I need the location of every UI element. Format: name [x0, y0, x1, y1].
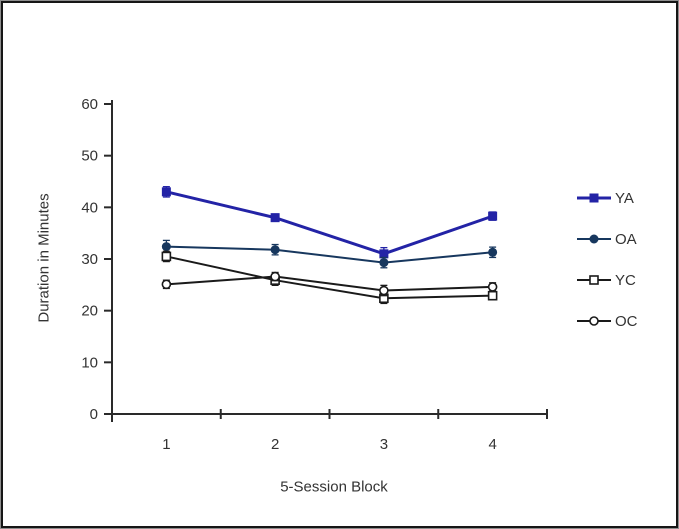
series-line-yc	[166, 255, 493, 300]
data-point-yc	[487, 290, 498, 301]
x-axis-title: 5-Session Block	[280, 478, 388, 496]
legend-marker-icon-yc	[577, 275, 611, 285]
chart-legend: YA OA YC OC	[576, 186, 638, 333]
legend-label-oa: OA	[615, 230, 637, 248]
y-axis-tick-label: 10	[81, 354, 98, 371]
legend-item-oc: OC	[576, 309, 638, 333]
data-point-ya	[379, 249, 389, 259]
y-axis-tick-label: 0	[90, 406, 98, 423]
legend-label-ya: YA	[615, 189, 634, 207]
legend-item-yc: YC	[576, 268, 638, 292]
data-point-oc	[270, 271, 280, 282]
y-axis-tick-label: 60	[81, 96, 98, 113]
series-line-ya	[166, 190, 494, 256]
y-axis-tick-label: 30	[81, 251, 98, 268]
series-line-oa	[166, 245, 493, 264]
data-point-oa	[379, 258, 389, 268]
data-point-oc	[379, 285, 389, 296]
legend-marker-ya	[589, 193, 599, 203]
y-axis-title: Duration in Minutes	[35, 193, 53, 323]
data-point-ya	[161, 187, 171, 197]
x-axis-tick-label: 2	[271, 436, 279, 453]
legend-label-oc: OC	[615, 312, 638, 330]
legend-marker-icon-oc	[577, 316, 611, 326]
legend-marker-oa	[589, 234, 599, 244]
legend-item-ya: YA	[576, 186, 638, 210]
y-axis-tick-label: 50	[81, 148, 98, 165]
legend-marker-icon-oa	[577, 234, 611, 244]
data-point-oc	[161, 279, 172, 290]
x-axis-tick-label: 4	[488, 436, 496, 453]
data-point-ya	[270, 213, 280, 223]
x-axis-tick-label: 3	[380, 436, 388, 453]
legend-label-yc: YC	[615, 271, 636, 289]
legend-item-oa: OA	[576, 227, 638, 251]
data-point-yc	[161, 251, 172, 262]
x-axis-tick-label: 1	[162, 436, 170, 453]
data-point-oa	[270, 245, 280, 255]
legend-marker-icon-ya	[577, 193, 611, 203]
data-point-oa	[488, 247, 498, 257]
data-point-oc	[487, 282, 498, 292]
data-point-ya	[488, 211, 498, 221]
data-point-oa	[161, 242, 171, 252]
legend-marker-yc	[589, 275, 599, 285]
y-axis-tick-label: 40	[81, 199, 98, 216]
series-line-oc	[166, 275, 493, 292]
legend-marker-oc	[589, 316, 599, 326]
y-axis-tick-label: 20	[81, 303, 98, 320]
